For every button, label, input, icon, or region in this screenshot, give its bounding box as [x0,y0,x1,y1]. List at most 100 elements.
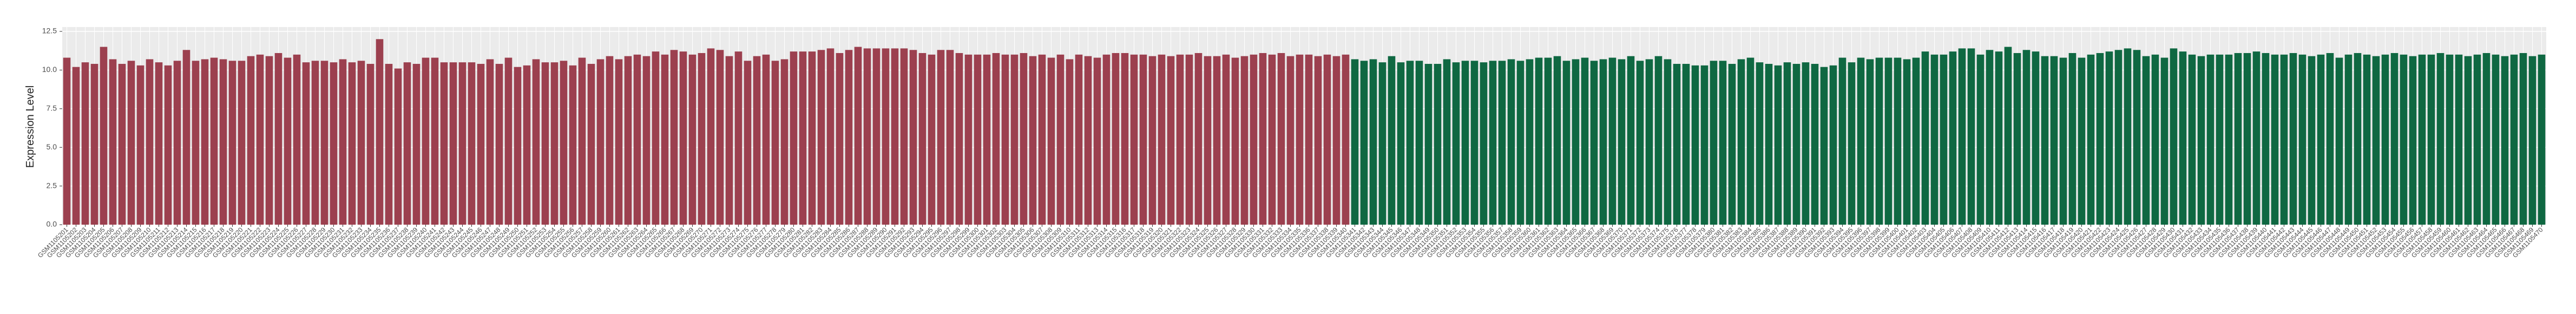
bar [2501,56,2509,225]
bar [817,50,825,225]
bar [1185,54,1193,225]
bar [2473,54,2481,225]
bar [2538,54,2546,225]
bar [1360,61,1368,225]
bar [872,48,880,225]
bar [477,63,485,225]
bar [587,63,595,225]
bar [2133,50,2141,225]
bar [2216,54,2224,225]
bar [2252,51,2260,225]
bar [1599,59,1607,225]
bar [2354,53,2362,225]
bar [2105,51,2113,225]
bar [1921,51,1929,225]
bar [1194,53,1202,225]
bar [1443,59,1451,225]
bar [302,62,310,225]
bar [882,48,890,225]
bar [2317,54,2325,225]
bar [891,48,899,225]
bar [1940,54,1948,225]
bar [771,61,779,225]
bar [596,59,604,225]
bar [1903,59,1911,225]
bar [698,53,706,225]
bar [1093,57,1101,225]
bar [1848,62,1856,225]
bar [109,59,117,225]
bar [1829,65,1837,225]
bar [1894,57,1902,225]
bar [1158,54,1166,225]
bar [1645,59,1653,225]
bar [182,50,190,225]
bar [357,61,365,225]
bar [2197,56,2205,225]
bar [753,56,761,225]
bar [1636,61,1644,225]
bar [1204,56,1212,225]
bar [366,63,374,225]
bar [385,63,393,225]
bar [311,61,319,225]
bar [1553,56,1561,225]
bar [2188,54,2196,225]
bar [118,63,126,225]
bar [1434,63,1442,225]
bar [1378,62,1386,225]
bar [440,62,448,225]
bar [845,50,853,225]
bar [707,48,715,225]
bar [1976,54,1984,225]
bar [394,68,402,225]
bar [1296,54,1304,225]
bar [1857,57,1865,225]
bar [173,61,181,225]
bar [228,61,236,225]
bar [1305,54,1313,225]
bar [1452,62,1460,225]
bar [2400,54,2408,225]
bar [1139,54,1147,225]
bar [1102,54,1110,225]
bar [1406,61,1414,225]
bar [495,63,503,225]
y-tick-label: 0.0 [47,220,57,228]
bar [1986,50,1994,225]
bar [284,57,292,225]
bar [1075,54,1083,225]
bar [2068,53,2076,225]
bar [946,50,954,225]
bar [624,56,632,225]
y-axis-label: Expression Level [24,86,36,168]
bar [238,61,246,225]
bar [1562,61,1570,225]
bar [1535,57,1543,225]
bar [1259,53,1267,225]
bar [2409,56,2417,225]
bar [1047,57,1055,225]
bar [2243,53,2251,225]
bar [1112,53,1120,225]
bar [909,50,917,225]
bar [2041,56,2049,225]
bar [2519,53,2527,225]
bar [2372,56,2380,225]
bar [1618,59,1626,225]
bar [937,50,945,225]
bar [2418,54,2426,225]
bar [330,62,338,225]
bar [274,53,282,225]
bar [339,59,347,225]
bar [1369,59,1377,225]
bar [1737,59,1745,225]
bar [1590,61,1598,225]
bar [836,53,844,225]
bar [1756,62,1764,225]
bar [1572,59,1580,225]
bar [1811,63,1819,225]
bar [790,51,798,225]
bar [1498,61,1506,225]
